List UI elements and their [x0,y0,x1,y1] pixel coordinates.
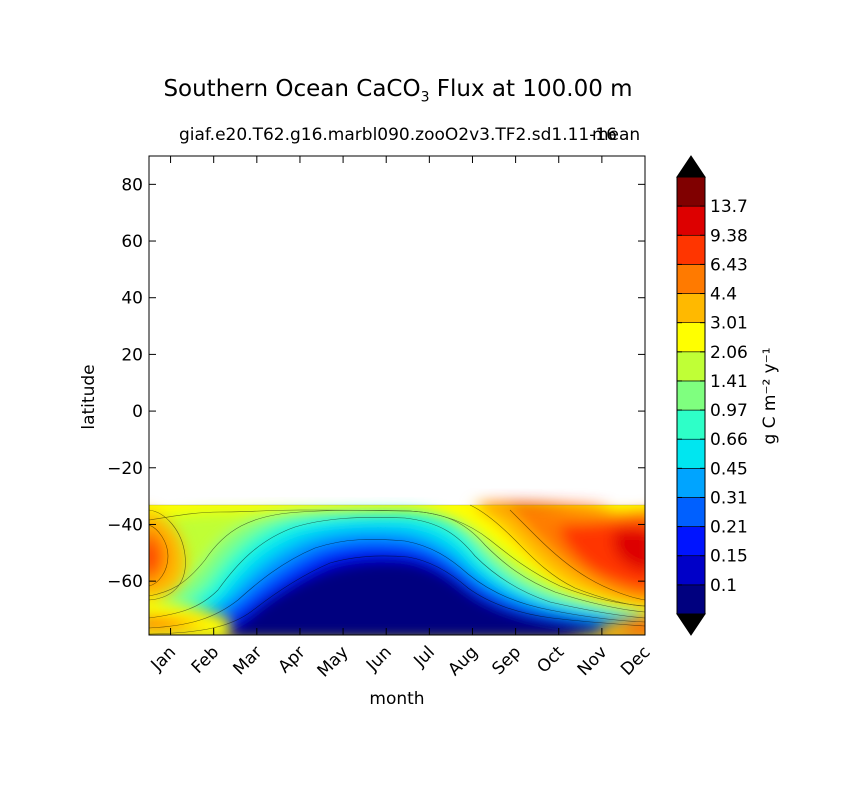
x-tick-label: Nov [574,642,612,680]
y-tick-label: 40 [121,289,143,309]
colorbar-over-arrow [676,155,706,178]
y-axis: 80 60 40 20 0 −20 −40 −60 [107,175,645,592]
colorbar-segment [676,322,706,353]
colorbar-tick-label: 1.41 [710,372,748,392]
colorbar-segment [676,526,706,557]
colorbar-segment [676,176,706,207]
band-red-sw [149,620,190,628]
band-9-38-streak [500,502,568,507]
contour-line [149,555,645,635]
colorbar-tick-label: 6.43 [710,255,748,275]
contour-line [149,517,645,619]
colorbar-frame [676,176,706,615]
colorbar-segment [676,293,706,323]
chart-subtitle: giaf.e20.T62.g16.marbl090.zooO2v3.TF2.sd… [178,125,617,145]
contour-line [149,510,645,613]
contour-line [509,509,645,601]
colorbar-tick-label: 0.15 [710,547,748,567]
chart-title: Southern Ocean CaCO3 Flux at 100.00 m [163,76,633,106]
colorbar-label: g C m⁻² y⁻¹ [760,347,780,444]
y-tick-label: −20 [107,459,143,479]
y-tick-label: 60 [121,232,143,252]
band-4-4-west [149,527,168,584]
colorbar: 0.1 0.15 0.21 0.31 0.45 0.66 0.97 1.41 2.06 3.01 4… [676,155,748,636]
colorbar-tick-label: 2.06 [710,343,748,363]
colorbar-tick-label: 0.66 [710,430,748,450]
y-tick-label: −40 [107,515,143,535]
contour-lines [149,504,645,635]
y-axis-label: latitude [79,364,99,429]
colorbar-segment [676,234,706,265]
x-tick-label: Jun [362,642,396,676]
y-tick-label: 80 [121,175,143,195]
y-tick-label: −60 [107,572,143,592]
colorbar-tick-label: 3.01 [710,314,748,334]
colorbar-segment [676,555,706,586]
y-tick-label: 0 [132,402,143,422]
colorbar-segment [676,351,706,382]
colorbar-tick-label: 0.31 [710,488,748,508]
band-red-se [618,621,645,634]
chart-subtitle-overlap: mean [592,125,641,145]
x-tick-label: Apr [275,642,310,677]
colorbar-segment [676,497,706,527]
colorbar-segment [676,438,706,469]
colorbar-segment [676,584,706,615]
colorbar-segment [676,468,706,498]
band-6-43-west [149,541,157,573]
contour-field [149,502,645,635]
colorbar-segment [676,380,706,411]
band-9-38-east [613,529,645,572]
contour-line [149,524,169,587]
band-1-over [274,598,497,635]
x-axis-label: month [369,689,424,709]
x-tick-label: Sep [488,642,525,679]
x-tick-label: Jul [410,642,439,671]
colorbar-tick-label: 13.7 [710,197,748,217]
colorbar-tick-label: 0.97 [710,401,748,421]
colorbar-under-arrow [676,613,706,636]
colorbar-tick-label: 0.1 [710,576,737,596]
x-tick-label: Feb [188,642,223,677]
colorbar-segment [676,205,706,236]
x-tick-label: Oct [533,642,568,677]
contour-line [149,509,186,601]
colorbar-segment [676,264,706,294]
colorbar-segment [676,409,706,440]
contour-line [149,538,645,629]
contour-line [469,504,645,607]
colorbar-tick-label: 0.45 [710,459,748,479]
colorbar-tick-label: 0.21 [710,518,748,538]
x-tick-label: Jan [147,642,180,675]
x-tick-label: May [314,642,353,681]
y-tick-label: 20 [121,345,143,365]
colorbar-tick-label: 4.4 [710,285,737,305]
colorbar-tick-label: 9.38 [710,226,748,246]
x-tick-label: Mar [230,642,267,679]
x-tick-label: Dec [617,642,654,679]
x-tick-label: Aug [444,642,482,680]
plot-frame [148,155,646,636]
